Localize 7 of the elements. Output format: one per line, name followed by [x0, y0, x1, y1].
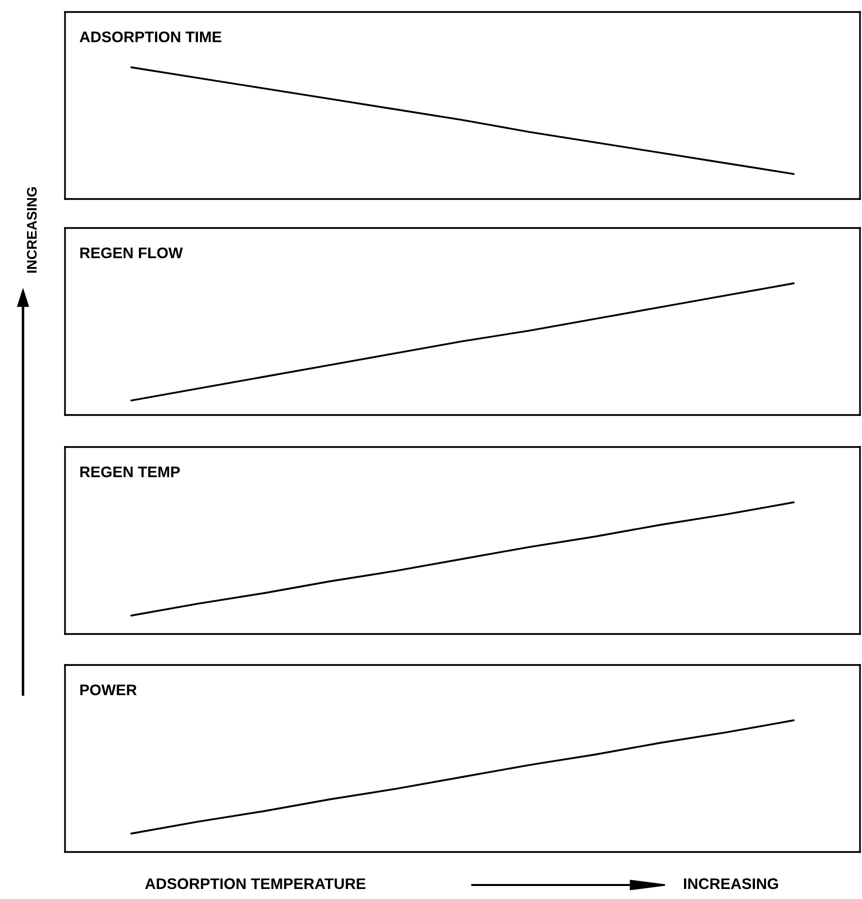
- chart-title: REGEN TEMP: [80, 466, 180, 478]
- chart-title: ADSORPTION TIME: [80, 31, 222, 42]
- chart-title: POWER: [80, 684, 137, 696]
- chart-title: REGEN FLOW: [80, 247, 183, 258]
- text: INCREASING: [684, 878, 778, 890]
- y-axis-title: INCREASING: [26, 187, 37, 273]
- x-axis-title: ADSORPTION TEMPERATURE: [145, 878, 366, 890]
